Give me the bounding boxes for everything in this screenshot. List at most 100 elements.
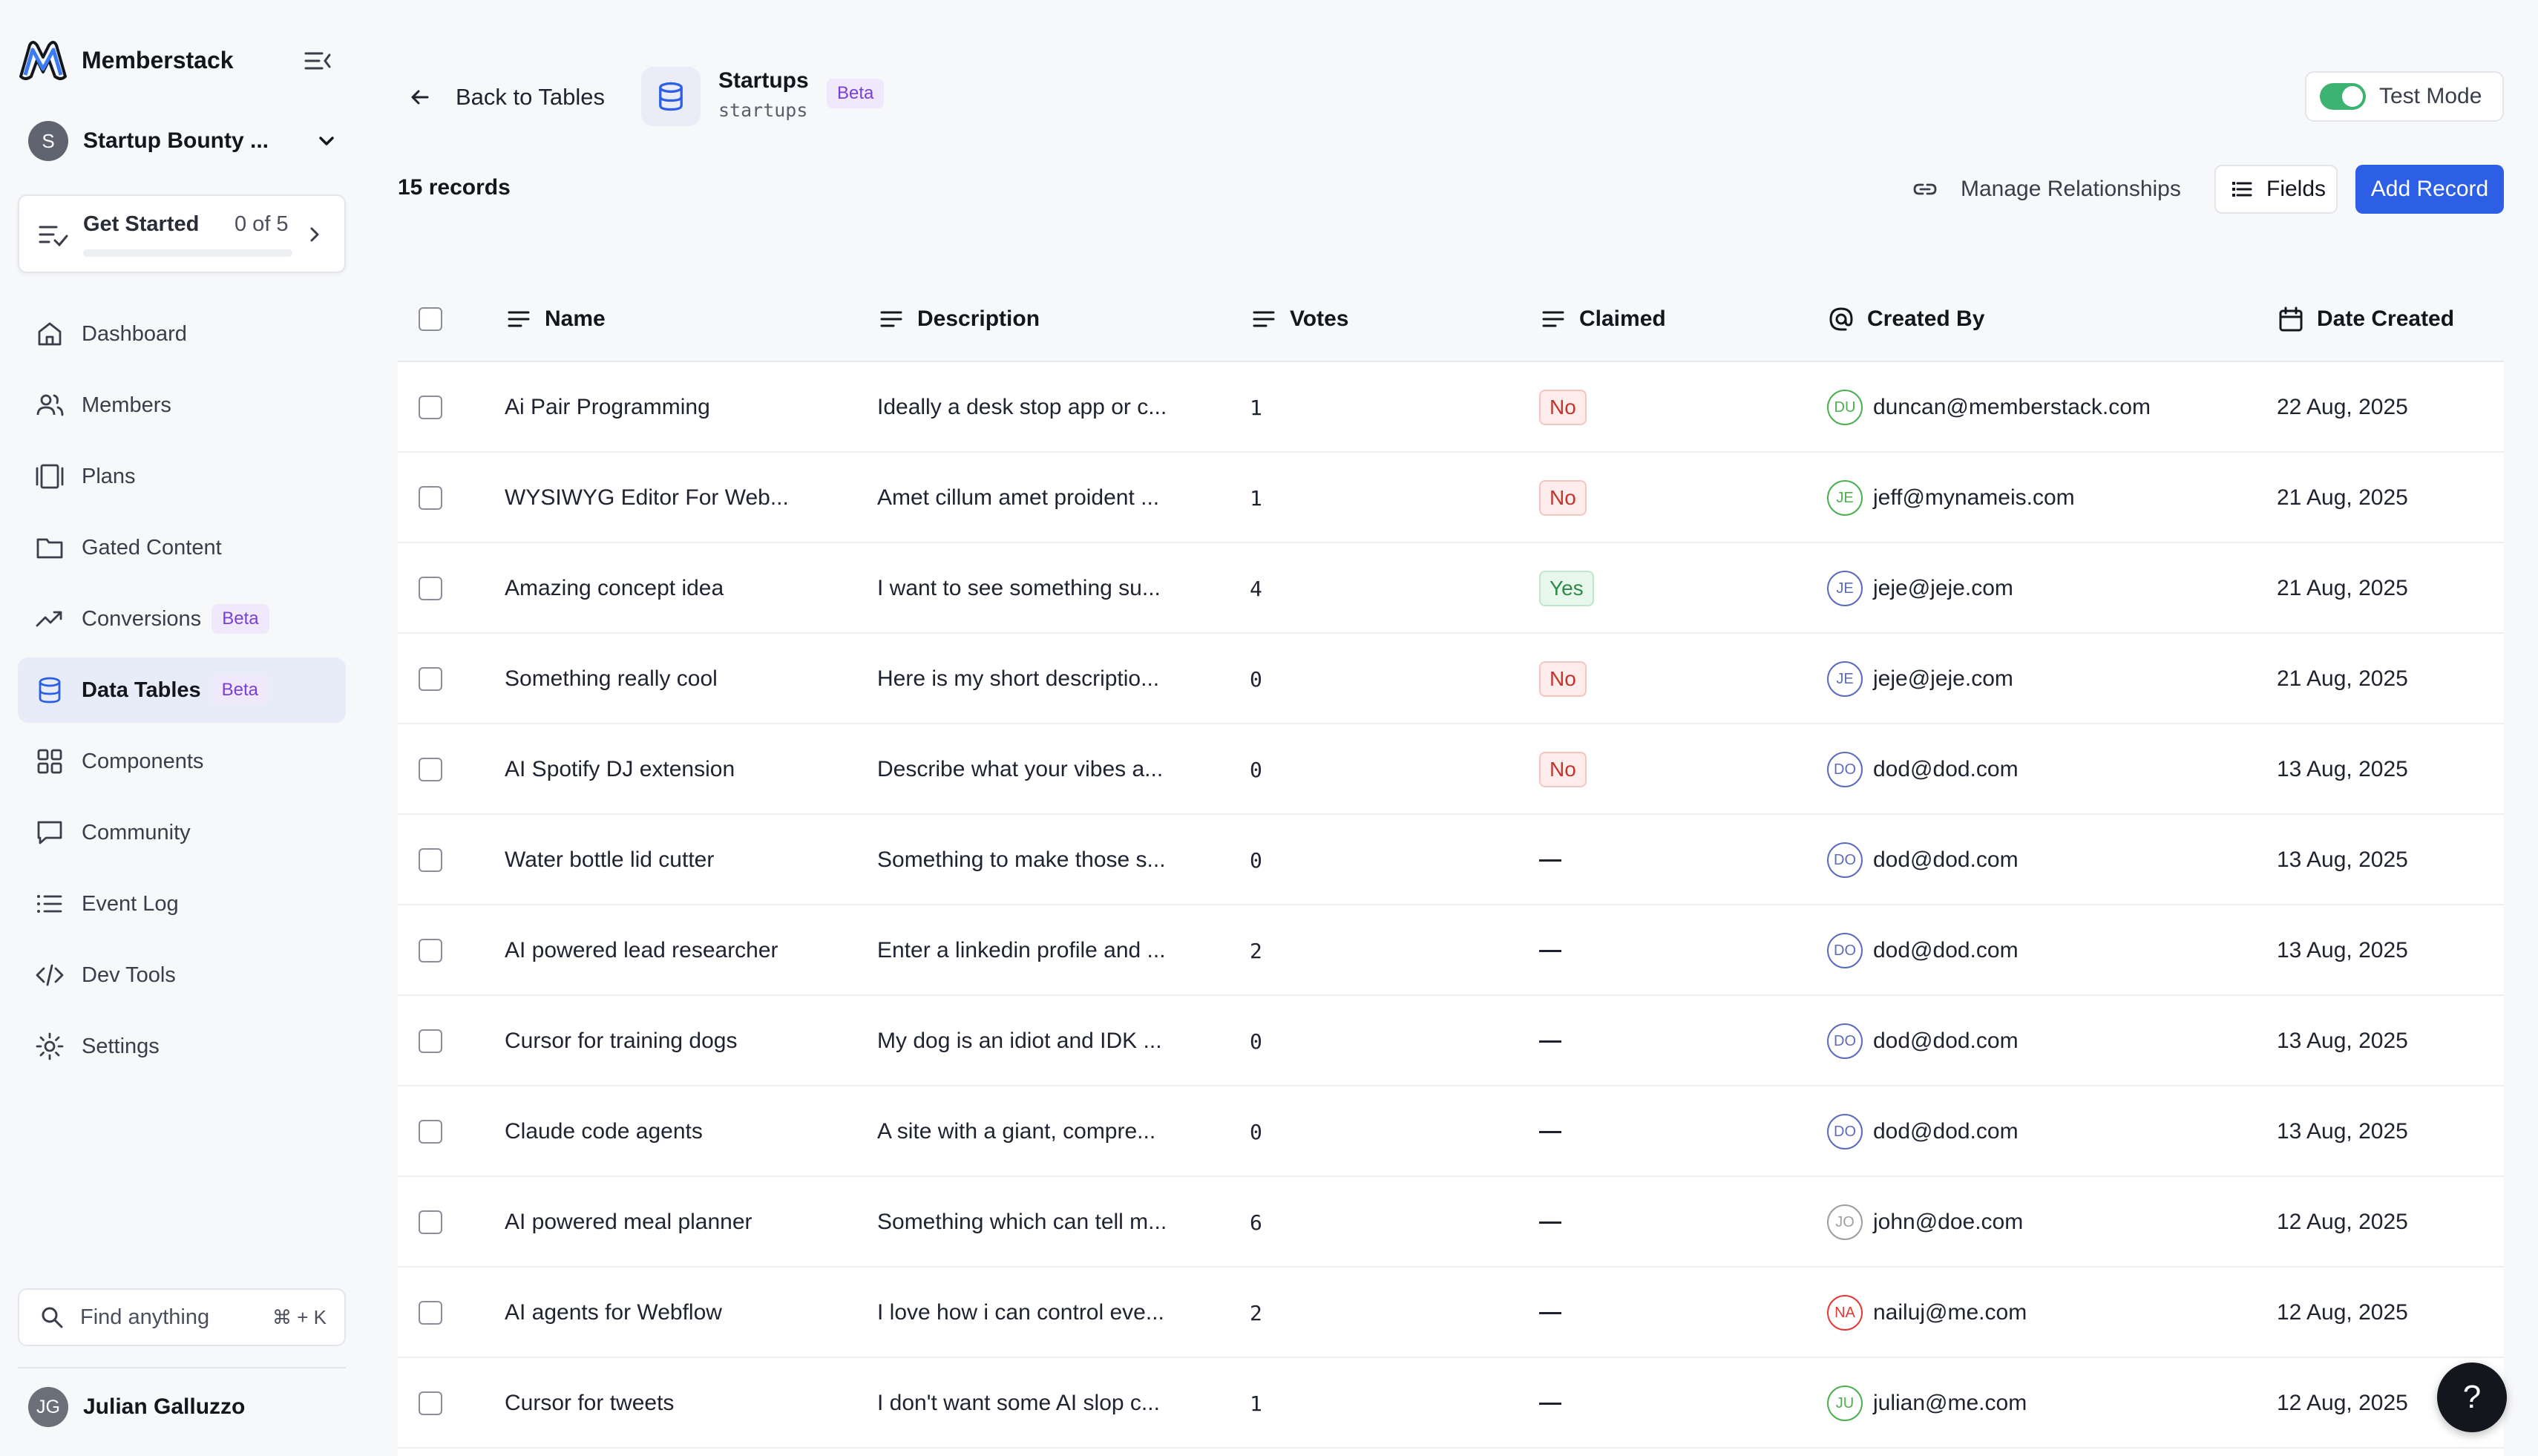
cell-description: Enter a linkedin profile and ... [877, 938, 1166, 963]
sidebar-item-settings[interactable]: Settings [18, 1014, 346, 1079]
row-checkbox[interactable] [419, 486, 442, 510]
find-anything-search[interactable]: Find anything ⌘ + K [18, 1288, 346, 1346]
sidebar-item-gated-content[interactable]: Gated Content [18, 515, 346, 580]
collapse-sidebar-icon[interactable] [303, 46, 332, 76]
claimed-badge: No [1539, 661, 1587, 697]
table-row[interactable]: Ai Pair Programming Ideally a desk stop a… [398, 362, 2504, 453]
row-checkbox[interactable] [419, 939, 442, 963]
row-checkbox[interactable] [419, 1391, 442, 1415]
get-started-card[interactable]: Get Started 0 of 5 [18, 194, 346, 273]
brand[interactable]: Memberstack [16, 36, 234, 85]
row-checkbox[interactable] [419, 848, 442, 872]
cell-created-by: JE jeff@mynameis.com [1827, 453, 2075, 543]
cell-description: Describe what your vibes a... [877, 757, 1164, 781]
row-checkbox[interactable] [419, 577, 442, 600]
page-title: Startups [718, 68, 809, 93]
test-mode-label: Test Mode [2379, 84, 2482, 108]
column-label: Name [545, 306, 606, 331]
cell-votes: 1 [1250, 395, 1262, 420]
row-checkbox[interactable] [419, 1301, 442, 1325]
row-checkbox[interactable] [419, 396, 442, 419]
cell-created-by: DO dod@dod.com [1827, 724, 2019, 815]
column-header-votes[interactable]: Votes [1250, 276, 1348, 362]
sidebar-item-dev-tools[interactable]: Dev Tools [18, 942, 346, 1008]
table-row[interactable]: AI agents for Webflow I love how i can co… [398, 1268, 2504, 1358]
sidebar-item-label: Gated Content [82, 535, 222, 560]
sidebar-item-event-log[interactable]: Event Log [18, 871, 346, 937]
plans-icon [36, 464, 64, 489]
back-label: Back to Tables [456, 84, 606, 110]
toggle-switch[interactable] [2320, 83, 2366, 110]
table-row[interactable]: Cursor for tweets I don't want some AI sl… [398, 1358, 2504, 1449]
table-row[interactable]: Cursor for training dogs My dog is an idi… [398, 996, 2504, 1086]
cell-votes: 1 [1250, 485, 1262, 511]
manage-relationships-button[interactable]: Manage Relationships [1912, 172, 2181, 206]
table-row[interactable]: Water bottle lid cutter Something to make… [398, 815, 2504, 905]
claimed-badge: Yes [1539, 571, 1594, 606]
column-header-date-created[interactable]: Date Created [2277, 276, 2454, 362]
sidebar-item-components[interactable]: Components [18, 729, 346, 794]
users-icon [36, 394, 64, 416]
row-checkbox[interactable] [419, 1210, 442, 1234]
chevron-right-icon [310, 227, 319, 242]
table-row[interactable]: WYSIWYG Editor For Web... Amet cillum ame… [398, 453, 2504, 543]
fields-button[interactable]: Fields [2214, 165, 2338, 214]
column-header-created-by[interactable]: Created By [1827, 276, 1984, 362]
cell-claimed [1539, 1086, 1561, 1177]
row-checkbox[interactable] [419, 758, 442, 781]
user-profile[interactable]: JG Julian Galluzzo [28, 1385, 245, 1429]
cell-name: Cursor for tweets [505, 1391, 675, 1415]
test-mode-toggle[interactable]: Test Mode [2305, 71, 2504, 122]
row-checkbox[interactable] [419, 667, 442, 691]
trend-icon [36, 611, 62, 627]
sidebar-item-members[interactable]: Members [18, 373, 346, 438]
get-started-count: 0 of 5 [235, 212, 289, 236]
cell-description: A site with a giant, compre... [877, 1119, 1156, 1144]
column-header-description[interactable]: Description [877, 276, 1040, 362]
created-by-email: nailuj@me.com [1873, 1300, 2027, 1325]
table-slug: startups [718, 99, 808, 121]
manage-relationships-label: Manage Relationships [1961, 177, 2181, 201]
sidebar-item-conversions[interactable]: Conversions Beta [18, 586, 346, 652]
back-to-tables-link[interactable]: Back to Tables [407, 80, 605, 114]
help-button[interactable]: ? [2437, 1362, 2507, 1432]
table-row[interactable]: Amazing concept idea I want to see someth… [398, 543, 2504, 634]
table-row[interactable]: AI Spotify DJ extension Describe what you… [398, 724, 2504, 815]
cell-name: AI powered lead researcher [505, 938, 778, 963]
row-checkbox[interactable] [419, 1029, 442, 1053]
sidebar-item-dashboard[interactable]: Dashboard [18, 301, 346, 367]
cell-votes: 1 [1250, 1391, 1262, 1416]
sidebar-item-label: Dev Tools [82, 963, 176, 987]
cell-created-by: DO dod@dod.com [1827, 996, 2019, 1086]
add-record-button[interactable]: Add Record [2355, 165, 2504, 214]
records-count: 15 records [398, 175, 511, 200]
table-row[interactable]: Something really cool Here is my short de… [398, 634, 2504, 724]
text-field-icon [1542, 311, 1564, 327]
sidebar-item-community[interactable]: Community [18, 800, 346, 865]
table-row[interactable]: AI powered lead researcher Enter a linked… [398, 905, 2504, 996]
cell-votes: 0 [1250, 666, 1262, 692]
column-label: Date Created [2317, 306, 2455, 331]
beta-badge: Beta [827, 79, 885, 108]
empty-dash [1539, 1040, 1561, 1043]
column-header-claimed[interactable]: Claimed [1539, 276, 1666, 362]
workspace-switcher[interactable]: S Startup Bounty ... [28, 117, 340, 165]
sidebar-item-label: Community [82, 820, 191, 845]
select-all-checkbox[interactable] [419, 307, 442, 331]
cell-claimed [1539, 815, 1561, 905]
cell-name: WYSIWYG Editor For Web... [505, 485, 789, 510]
table-row[interactable]: Claude code agents A site with a giant, c… [398, 1086, 2504, 1177]
cell-claimed: Yes [1539, 543, 1594, 634]
cell-description: Something to make those s... [877, 847, 1166, 872]
sidebar-item-plans[interactable]: Plans [18, 444, 346, 509]
sidebar-item-data-tables[interactable]: Data Tables Beta [18, 658, 346, 723]
column-header-name[interactable]: Name [505, 276, 606, 362]
created-by-email: dod@dod.com [1873, 757, 2019, 781]
arrow-left-icon [411, 90, 429, 105]
row-checkbox[interactable] [419, 1120, 442, 1144]
cell-created-by: DO dod@dod.com [1827, 815, 2019, 905]
cell-name: Water bottle lid cutter [505, 847, 715, 872]
grid-icon [37, 749, 62, 774]
cell-date-created: 22 Aug, 2025 [2277, 395, 2408, 419]
table-row[interactable]: AI powered meal planner Something which c… [398, 1177, 2504, 1268]
